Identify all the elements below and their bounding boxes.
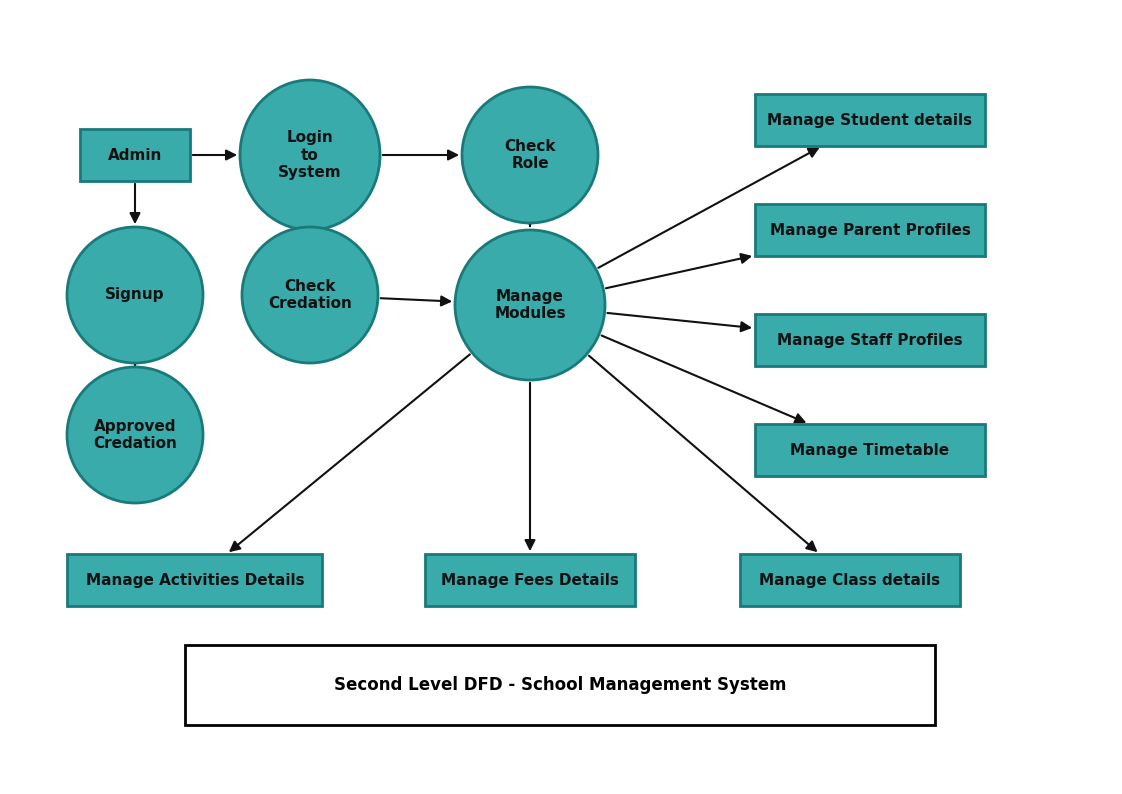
Ellipse shape xyxy=(242,227,378,363)
FancyBboxPatch shape xyxy=(67,554,322,606)
Text: Second Level DFD - School Management System: Second Level DFD - School Management Sys… xyxy=(333,676,787,694)
Text: Approved
Credation: Approved Credation xyxy=(93,418,177,451)
FancyBboxPatch shape xyxy=(425,554,635,606)
FancyBboxPatch shape xyxy=(755,424,985,476)
Text: Manage Timetable: Manage Timetable xyxy=(790,442,949,457)
Text: Manage Staff Profiles: Manage Staff Profiles xyxy=(778,333,963,348)
FancyBboxPatch shape xyxy=(185,645,935,725)
FancyBboxPatch shape xyxy=(755,204,985,256)
Text: Check
Role: Check Role xyxy=(504,139,555,172)
Text: Manage Class details: Manage Class details xyxy=(760,572,940,588)
FancyBboxPatch shape xyxy=(741,554,960,606)
FancyBboxPatch shape xyxy=(80,129,190,181)
Text: Login
to
System: Login to System xyxy=(278,130,342,180)
Text: Manage
Modules: Manage Modules xyxy=(494,289,565,322)
Text: Admin: Admin xyxy=(108,148,163,163)
Text: Manage Student details: Manage Student details xyxy=(767,113,973,128)
Text: Manage Fees Details: Manage Fees Details xyxy=(441,572,619,588)
Ellipse shape xyxy=(67,367,203,503)
Text: Manage Parent Profiles: Manage Parent Profiles xyxy=(770,222,971,237)
Ellipse shape xyxy=(67,227,203,363)
FancyBboxPatch shape xyxy=(755,94,985,146)
Text: Check
Credation: Check Credation xyxy=(268,279,352,311)
Text: Signup: Signup xyxy=(105,287,165,303)
Text: Manage Activities Details: Manage Activities Details xyxy=(85,572,304,588)
FancyBboxPatch shape xyxy=(755,314,985,366)
Ellipse shape xyxy=(462,87,598,223)
Ellipse shape xyxy=(240,80,380,230)
Ellipse shape xyxy=(456,230,605,380)
